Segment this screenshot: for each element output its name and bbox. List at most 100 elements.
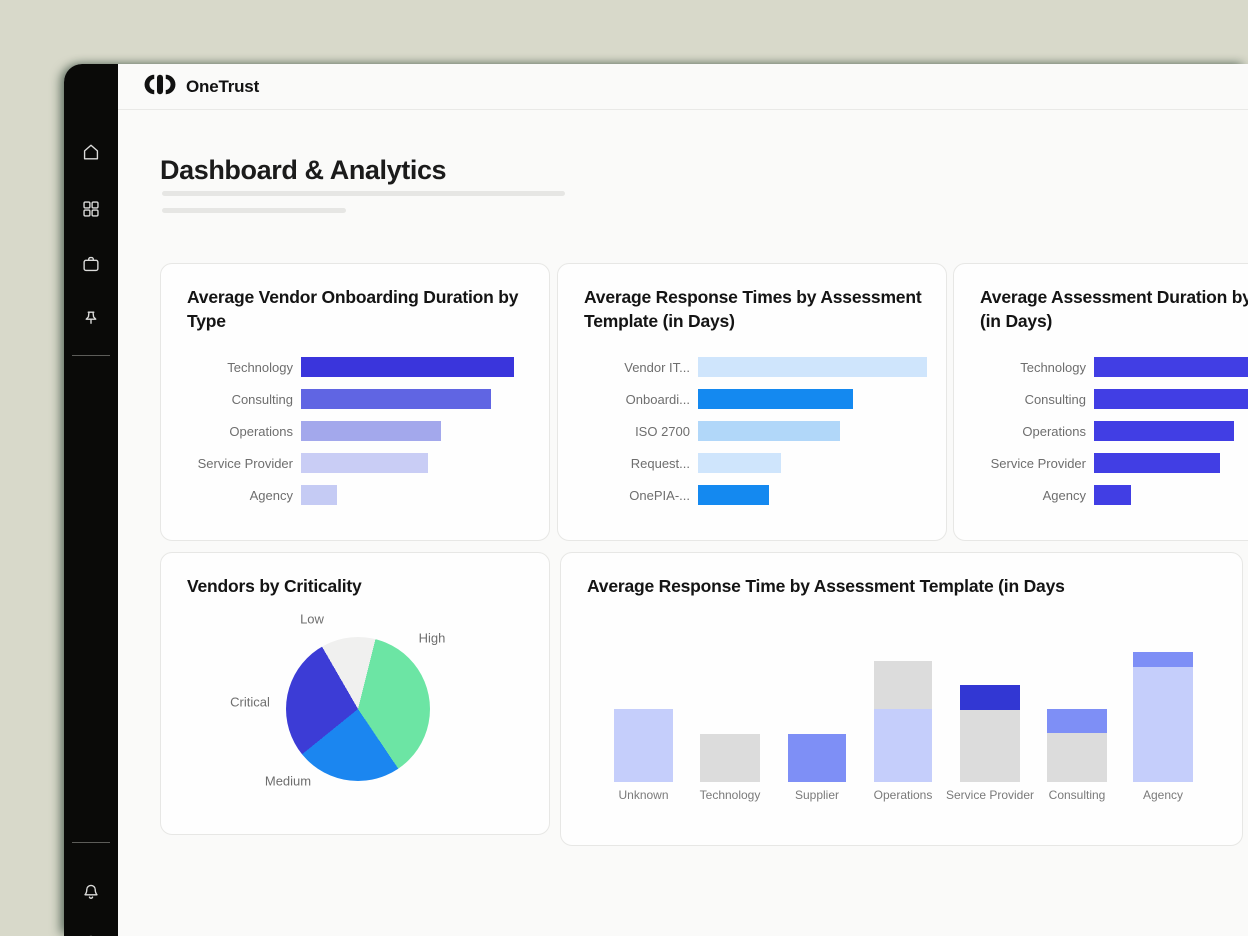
card-title: Average Vendor Onboarding Duration by Ty… [187,287,519,331]
bar[interactable] [301,485,337,505]
column-segment[interactable] [700,734,760,782]
bar[interactable] [1094,389,1248,409]
column: Unknown [614,709,673,802]
page-content: Dashboard & Analytics Average Vendor Onb… [118,111,1248,936]
bar-row: Operations [980,415,1248,447]
bar-row: Service Provider [980,447,1248,479]
bar-row: Agency [980,479,1248,511]
column-segment[interactable] [1047,733,1107,782]
column-label: Technology [699,788,761,802]
bar[interactable] [698,357,927,377]
onetrust-logomark-icon [143,73,177,101]
briefcase-icon[interactable] [79,252,103,276]
column-label: Service Provider [945,788,1035,802]
bar-row: Service Provider [187,447,549,479]
bar[interactable] [1094,485,1131,505]
bar-row: Technology [980,351,1248,383]
bar-label: Service Provider [197,455,293,471]
bar-row: Consulting [187,383,549,415]
bar-label: Technology [227,359,293,375]
bar[interactable] [301,357,514,377]
column-label: Consulting [1048,788,1106,802]
card-assessment-duration-by-stage: Average Assessment Duration by Stage (in… [953,263,1248,541]
bar-row: Agency [187,479,549,511]
column: Consulting [1047,709,1107,802]
bar[interactable] [698,453,781,473]
bar[interactable] [301,389,491,409]
sidebar-divider-bottom [72,842,110,843]
bar-row: Vendor IT... [584,351,946,383]
column-label: Agency [1142,788,1184,802]
bar[interactable] [301,421,441,441]
app-window: ⚙ OneTrust Dashboard & Analytics [64,64,1248,936]
column-segment[interactable] [1133,667,1193,782]
bar-label: OnePIA-... [629,487,690,503]
bar-row: ISO 2700 [584,415,946,447]
column-segment[interactable] [614,709,673,782]
card-title: Average Response Times by Assessment Tem… [584,287,922,331]
bar-label: Technology [1020,359,1086,375]
card-response-times-by-template: Average Response Times by Assessment Tem… [557,263,947,541]
bar-label: Operations [229,423,293,439]
brand-name: OneTrust [186,76,260,96]
column-segment[interactable] [788,734,846,782]
home-icon[interactable] [79,140,103,164]
hbar-chart: Vendor IT... Onboardi... ISO 2700 Request..… [584,351,946,511]
column-segment[interactable] [874,709,932,782]
pie-chart[interactable] [286,637,430,781]
skeleton-line [162,191,565,196]
gear-icon[interactable]: ⚙ [79,933,103,936]
sidebar: ⚙ [64,64,118,936]
bar-row: Operations [187,415,549,447]
bar[interactable] [1094,421,1234,441]
bar-label: Consulting [231,391,293,407]
bar[interactable] [698,389,853,409]
hbar-chart: Technology Consulting Operations Service Pr… [980,351,1248,511]
card-vendor-onboarding-duration: Average Vendor Onboarding Duration by Ty… [160,263,550,541]
column: Agency [1133,652,1193,802]
column-segment[interactable] [960,710,1020,782]
bar-row: Technology [187,351,549,383]
bar-label: ISO 2700 [635,423,690,439]
column-segment[interactable] [1047,709,1107,733]
brand: OneTrust [143,73,259,101]
bar-label: Request... [630,455,690,471]
pie-label-medium: Medium [264,773,312,789]
pie-label-critical: Critical [230,694,270,710]
card-title: Vendors by Criticality [187,576,362,596]
pie-label-high: High [418,630,446,646]
column-segment[interactable] [1133,652,1193,667]
bar-label: Agency [249,487,293,503]
bar[interactable] [1094,453,1220,473]
card-response-time-stacked: Average Response Time by Assessment Temp… [560,552,1243,846]
bar-row: Onboardi... [584,383,946,415]
bar[interactable] [1094,357,1248,377]
stacked-column-chart: Unknown Technology Supplier Operations Servi… [561,553,1242,802]
bar[interactable] [698,421,840,441]
apps-grid-icon[interactable] [79,197,103,221]
column-segment[interactable] [874,661,932,709]
column: Technology [700,734,760,802]
column: Supplier [788,734,846,802]
column-label: Operations [873,788,933,802]
column-segment[interactable] [960,685,1020,710]
bar-row: Request... [584,447,946,479]
bar[interactable] [301,453,428,473]
card-vendors-by-criticality: Vendors by Criticality Low High Medium C… [160,552,550,835]
bar-label: Operations [1022,423,1086,439]
sidebar-divider-top [72,355,110,356]
top-header: OneTrust [118,64,1248,110]
column-label: Supplier [794,788,840,802]
bar-label: Consulting [1024,391,1086,407]
column: Service Provider [946,685,1034,802]
pushpin-icon[interactable] [79,307,103,331]
hbar-chart: Technology Consulting Operations Service Pr… [187,351,549,511]
column: Operations [874,661,932,802]
bar[interactable] [698,485,769,505]
bar-label: Onboardi... [625,391,690,407]
skeleton-line [162,208,346,213]
bell-icon[interactable] [79,880,103,904]
main-area: OneTrust Dashboard & Analytics Average V… [118,64,1248,936]
bar-row: OnePIA-... [584,479,946,511]
bar-label: Service Provider [990,455,1086,471]
